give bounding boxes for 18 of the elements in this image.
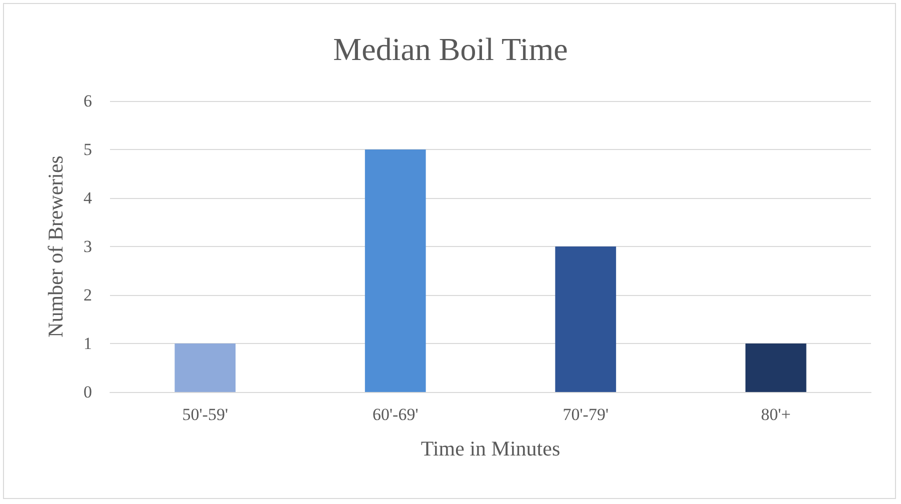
x-tick-label: 50'-59' [182, 405, 228, 424]
x-tick-label: 80'+ [761, 405, 791, 424]
y-tick-label: 4 [84, 188, 92, 208]
x-tick-label: 60'-69' [372, 405, 418, 424]
x-tick-label: 70'-79' [562, 405, 609, 424]
bar [745, 344, 806, 392]
x-axis-title: Time in Minutes [420, 436, 560, 460]
y-tick-label: 5 [84, 140, 92, 159]
y-tick-label: 3 [84, 237, 92, 256]
y-tick-label: 6 [84, 92, 92, 110]
y-tick-label: 0 [84, 382, 92, 402]
bar [555, 246, 616, 392]
y-tick-label: 1 [84, 334, 92, 353]
chart-title: Median Boil Time [333, 31, 568, 67]
bar [364, 150, 426, 392]
y-tick-label: 2 [84, 286, 92, 304]
bar [174, 344, 236, 392]
y-axis-title: Number of Breweries [44, 156, 68, 338]
